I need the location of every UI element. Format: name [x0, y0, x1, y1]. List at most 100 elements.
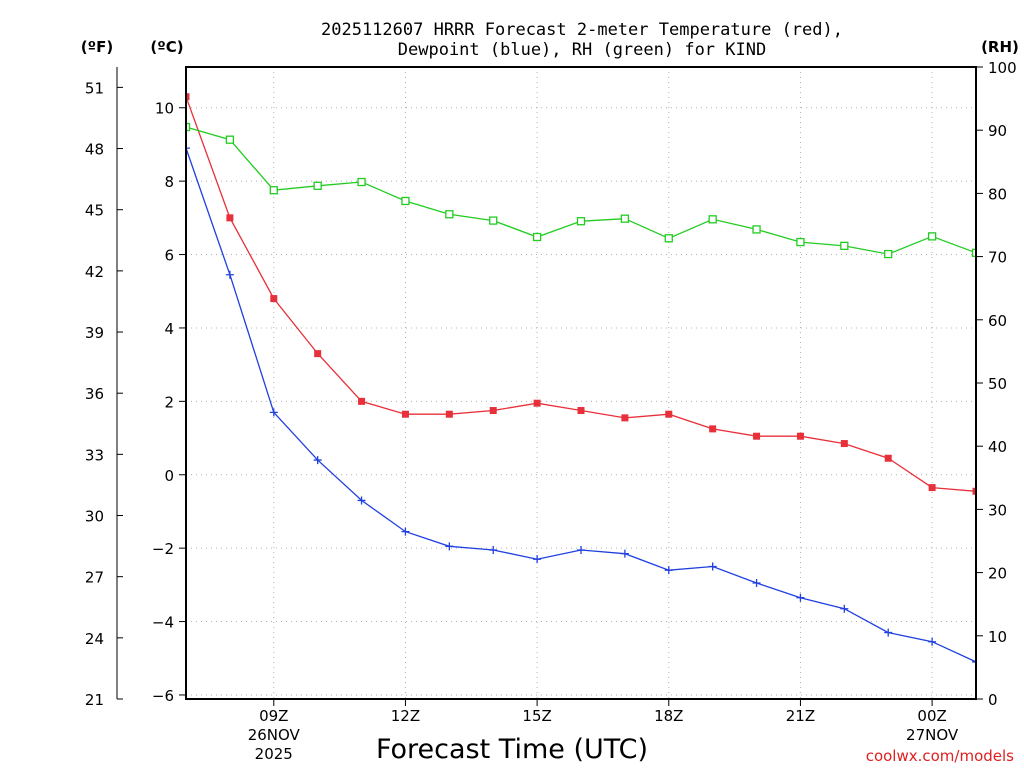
data-point: [709, 425, 717, 433]
celsius-unit-label: (ºC): [150, 38, 183, 56]
celsius-tick-label: 4: [164, 320, 174, 338]
x-tick-label: 2025: [255, 745, 293, 763]
fahrenheit-tick-label: 48: [85, 141, 104, 159]
celsius-tick-label: 10: [155, 100, 174, 118]
data-point: [401, 410, 409, 418]
rh-tick-label: 30: [988, 501, 1007, 519]
fahrenheit-unit-label: (ºF): [81, 38, 113, 56]
rh-tick-label: 20: [988, 565, 1007, 583]
data-point: [533, 555, 542, 564]
fahrenheit-tick-label: 21: [85, 691, 104, 709]
chart-title: 2025112607 HRRR Forecast 2-meter Tempera…: [321, 20, 843, 60]
data-point: [840, 604, 849, 613]
data-point: [269, 408, 278, 417]
data-point: [840, 241, 849, 251]
series-layer: [185, 93, 977, 666]
rh-tick-label: 40: [988, 438, 1007, 456]
data-point: [576, 217, 586, 226]
series-dewpoint: [185, 144, 977, 666]
x-tick-label: 18Z: [654, 707, 683, 725]
data-point: [665, 410, 673, 418]
data-point: [796, 593, 805, 602]
chart-title-line-1: 2025112607 HRRR Forecast 2-meter Tempera…: [321, 20, 843, 40]
fahrenheit-tick-label: 45: [85, 202, 104, 220]
data-point: [357, 496, 366, 505]
fahrenheit-tick-label: 27: [85, 569, 104, 587]
celsius-tick-label: −6: [152, 687, 174, 705]
data-point: [533, 399, 541, 407]
x-tick-label: 15Z: [522, 707, 551, 725]
data-point: [489, 545, 498, 554]
data-point: [752, 225, 761, 234]
series-line: [185, 126, 977, 255]
fahrenheit-tick-label: 51: [85, 79, 104, 97]
data-point: [225, 270, 234, 279]
x-tick-label: 21Z: [786, 707, 815, 725]
data-point: [577, 545, 585, 554]
data-point: [621, 414, 629, 422]
data-point: [884, 454, 892, 462]
data-point: [185, 93, 190, 101]
data-point: [752, 579, 761, 588]
celsius-tick-label: 8: [164, 173, 174, 191]
data-point: [884, 249, 893, 259]
fahrenheit-tick-label: 36: [85, 385, 104, 403]
data-point: [357, 177, 366, 187]
rh-tick-label: 10: [988, 628, 1007, 646]
fahrenheit-tick-label: 33: [85, 446, 104, 464]
data-point: [753, 432, 761, 440]
data-point: [620, 214, 630, 223]
data-point: [664, 566, 673, 575]
rh-tick-label: 90: [988, 122, 1007, 140]
data-point: [708, 562, 717, 571]
fahrenheit-tick-label: 39: [85, 324, 104, 342]
data-point: [489, 407, 497, 415]
rh-tick-label: 60: [988, 312, 1007, 330]
plot-frame: [185, 66, 977, 700]
data-point: [664, 234, 673, 243]
data-point: [928, 637, 937, 646]
data-point: [972, 487, 977, 495]
data-point: [796, 237, 805, 247]
data-point: [840, 440, 848, 448]
credit-text: coolwx.com/models: [866, 747, 1014, 765]
data-point: [577, 407, 585, 415]
data-point: [270, 295, 278, 303]
grid: [186, 67, 976, 699]
celsius-tick-label: −2: [152, 540, 174, 558]
data-point: [313, 456, 322, 465]
x-tick-label: 26NOV: [248, 726, 301, 744]
data-point: [445, 410, 453, 418]
celsius-tick-label: 0: [164, 467, 174, 485]
rh-tick-label: 80: [988, 185, 1007, 203]
chart-title-line-2: Dewpoint (blue), RH (green) for KIND: [398, 40, 766, 60]
data-point: [927, 232, 937, 241]
series-rh: [185, 122, 977, 259]
rh-tick-label: 100: [988, 59, 1017, 77]
data-point: [796, 432, 804, 440]
data-point: [313, 181, 322, 190]
x-tick-label: 00Z: [917, 707, 946, 725]
data-point: [928, 484, 936, 492]
rh-axis: 0 10 20 30 40 50 60 70 80 90 100: [976, 59, 1017, 709]
fahrenheit-tick-label: 30: [85, 508, 104, 526]
rh-tick-label: 50: [988, 375, 1007, 393]
data-point: [225, 135, 235, 144]
series-2-meter-temperature: [185, 93, 977, 495]
data-point: [532, 232, 542, 242]
data-point: [314, 350, 322, 358]
data-point: [401, 527, 410, 536]
data-point: [445, 210, 454, 219]
data-point: [489, 216, 498, 225]
rh-tick-label: 70: [988, 249, 1007, 267]
rh-tick-label: 0: [988, 691, 998, 709]
fahrenheit-axis: 21 24 27 30 33 36 39 42 45 48 51: [85, 67, 123, 709]
data-point: [269, 186, 278, 195]
data-point: [358, 397, 366, 405]
data-point: [708, 215, 717, 224]
x-tick-label: 09Z: [259, 707, 288, 725]
data-point: [401, 196, 410, 206]
data-point: [884, 628, 893, 637]
celsius-tick-label: −4: [152, 614, 174, 632]
